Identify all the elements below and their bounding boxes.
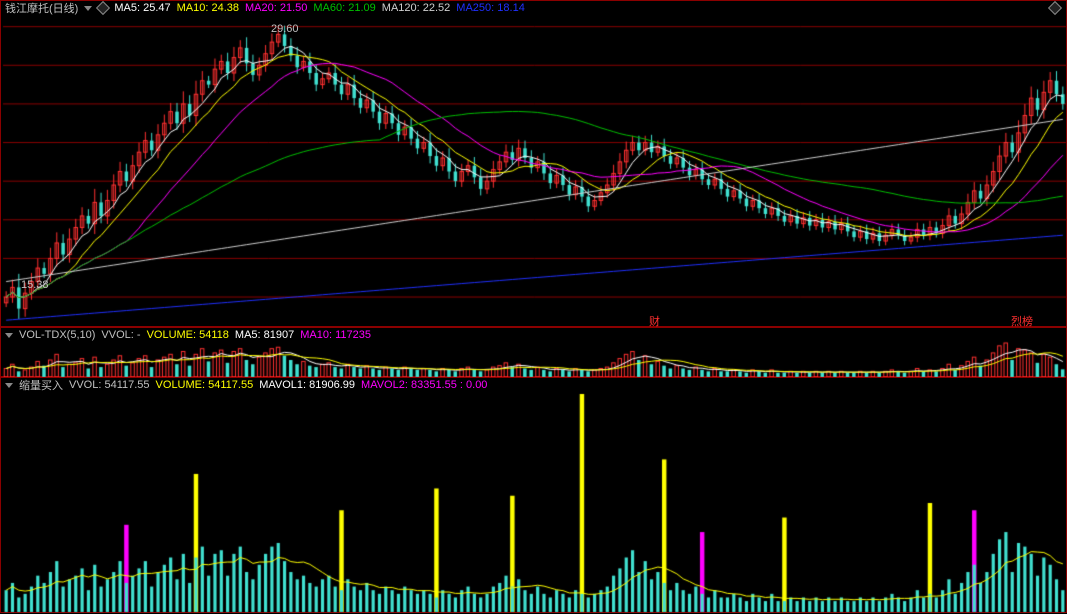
marker-icon-right[interactable] (1048, 1, 1062, 15)
price-panel[interactable]: 钱江摩托(日线) MA5: 25.47 MA10: 24.38 MA20: 21… (0, 0, 1067, 327)
price-chart[interactable] (1, 1, 1067, 328)
dropdown-icon[interactable] (5, 333, 13, 338)
custom-chart[interactable] (1, 378, 1067, 614)
custom-panel[interactable]: 缩量买入 VVOL: 54117.55 VOLUME: 54117.55 MAV… (0, 377, 1067, 613)
dropdown-icon[interactable] (84, 6, 92, 11)
custom-title: 缩量买入 (19, 377, 63, 393)
price-header: 钱江摩托(日线) MA5: 25.47 MA10: 24.38 MA20: 21… (1, 1, 1066, 15)
dropdown-icon[interactable] (5, 383, 13, 388)
low-annot: 15.38 (21, 279, 49, 291)
symbol-label: 钱江摩托(日线) (5, 0, 78, 16)
marker-icon[interactable] (96, 1, 110, 15)
cai-annot: 财 (649, 313, 660, 329)
high-annot: 29.60 (271, 23, 299, 35)
volume-header: VOL-TDX(5,10) VVOL: - VOLUME: 54118 MA5:… (1, 328, 1066, 342)
custom-header: 缩量买入 VVOL: 54117.55 VOLUME: 54117.55 MAV… (1, 378, 1066, 392)
vol-title: VOL-TDX(5,10) (19, 329, 95, 341)
volume-panel[interactable]: VOL-TDX(5,10) VVOL: - VOLUME: 54118 MA5:… (0, 327, 1067, 377)
liebang-annot: 烈榜 (1011, 313, 1033, 329)
